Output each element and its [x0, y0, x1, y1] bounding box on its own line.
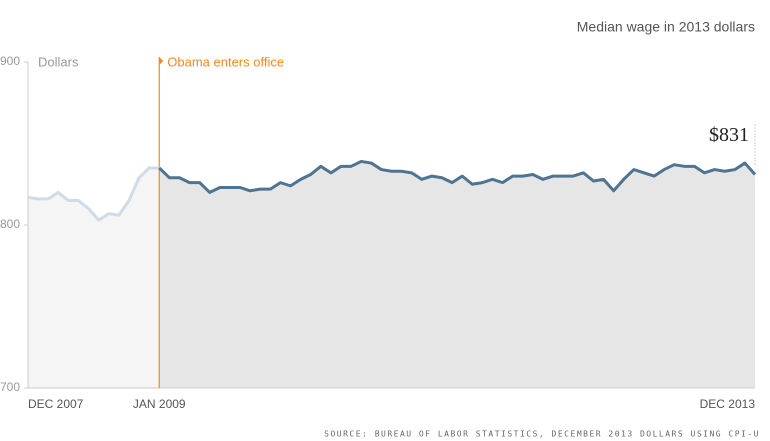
y-tick-label: 800: [0, 217, 20, 231]
y-tick-label: 700: [0, 380, 20, 394]
value-label: $831: [709, 124, 749, 146]
source-note: SOURCE: BUREAU OF LABOR STATISTICS, DECE…: [324, 430, 760, 439]
annotation-marker: [159, 57, 164, 65]
y-axis-label: Dollars: [38, 54, 79, 69]
line: [27, 166, 160, 222]
area: [28, 167, 160, 388]
chart-title: Median wage in 2013 dollars: [577, 19, 755, 35]
x-tick-label: JAN 2009: [133, 397, 186, 411]
annotation-text: Obama enters office: [167, 54, 284, 69]
line: [158, 159, 757, 194]
area: [159, 161, 755, 388]
x-tick-label: DEC 2013: [700, 397, 756, 411]
y-tick-label: 900: [0, 54, 20, 68]
x-tick-label: DEC 2007: [28, 397, 84, 411]
